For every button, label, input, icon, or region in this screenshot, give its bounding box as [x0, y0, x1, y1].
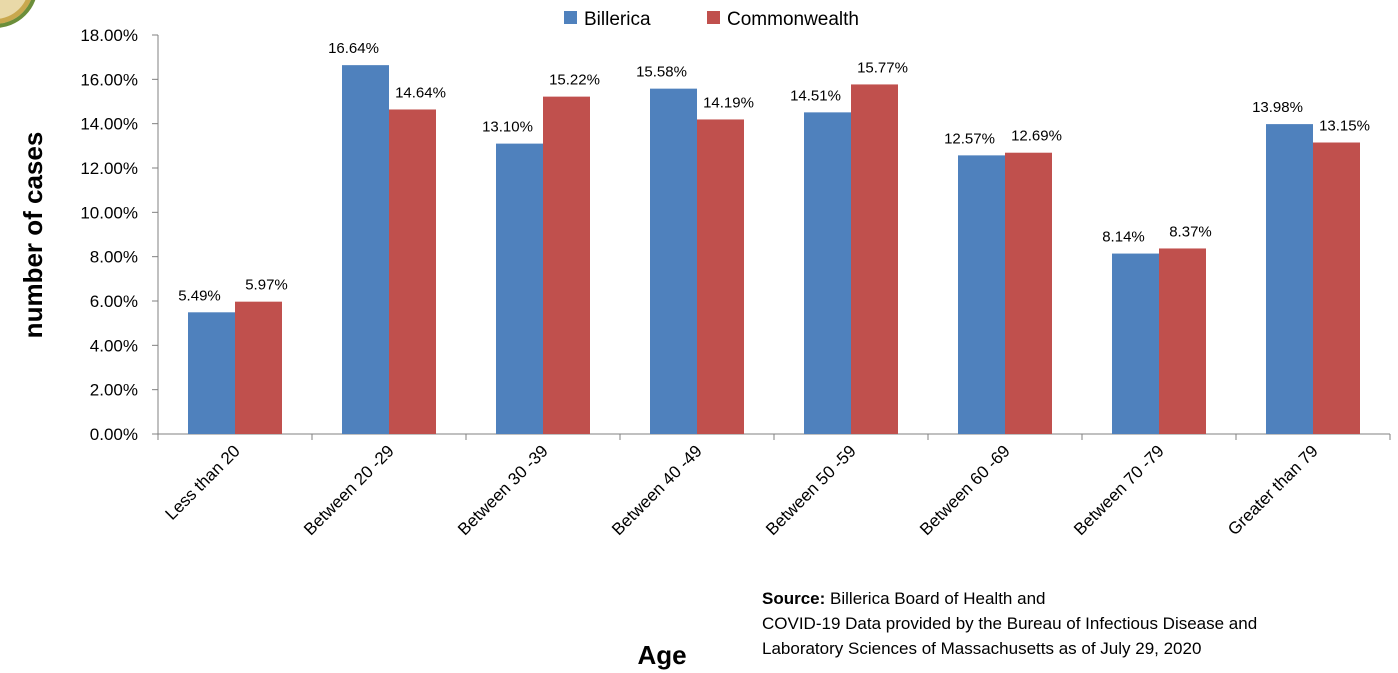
bar-billerica-5: [804, 112, 851, 434]
data-label: 14.51%: [790, 87, 841, 104]
x-tick-label: Between 70 -79: [1070, 441, 1168, 539]
data-label: 13.10%: [482, 119, 533, 136]
data-label: 12.57%: [944, 130, 995, 147]
legend-label-commonwealth: Commonwealth: [727, 9, 859, 30]
data-label: 5.49%: [178, 287, 221, 304]
data-label: 12.69%: [1011, 128, 1062, 145]
data-label: 15.77%: [857, 59, 908, 76]
data-label: 8.14%: [1102, 229, 1145, 246]
y-tick-label: 14.00%: [80, 115, 138, 134]
x-axis-title: Age: [637, 640, 686, 670]
bar-billerica-4: [650, 88, 697, 434]
y-axis-title: number of cases: [18, 132, 48, 339]
bar-billerica-6: [958, 155, 1005, 435]
y-tick-label: 0.00%: [90, 425, 138, 444]
source-note: Source: Billerica Board of Health and CO…: [762, 586, 1398, 661]
y-tick-label: 2.00%: [90, 381, 138, 400]
data-label: 13.98%: [1252, 99, 1303, 116]
x-tick-label: Between 60 -69: [916, 441, 1014, 539]
legend-label-billerica: Billerica: [584, 9, 651, 30]
x-tick-label: Between 20 -29: [300, 441, 398, 539]
data-label: 16.64%: [328, 40, 379, 57]
bar-billerica-2: [342, 65, 389, 434]
data-label: 14.19%: [703, 94, 754, 111]
legend-swatch-billerica: [564, 11, 577, 24]
source-line-1: Source: Billerica Board of Health and: [762, 589, 1046, 608]
bar-billerica-8: [1266, 124, 1313, 435]
source-line-2: COVID-19 Data provided by the Bureau of …: [762, 614, 1258, 633]
y-tick-label: 12.00%: [80, 159, 138, 178]
bar-commonwealth-5: [851, 84, 898, 434]
bar-commonwealth-7: [1159, 248, 1206, 434]
x-tick-label: Between 30 -39: [454, 441, 552, 539]
data-label: 15.58%: [636, 64, 687, 81]
chart-data-labels: 5.49% 5.97% 16.64% 14.64% 13.10% 15.22% 15.58%…: [178, 40, 1370, 304]
bar-commonwealth-8: [1313, 142, 1360, 434]
bar-commonwealth-4: [697, 119, 744, 434]
y-tick-label: 10.00%: [80, 203, 138, 222]
bar-billerica-3: [496, 143, 543, 434]
data-label: 14.64%: [395, 84, 446, 101]
bar-billerica-1: [188, 312, 235, 434]
y-tick-label: 6.00%: [90, 292, 138, 311]
x-tick-label: Between 40 -49: [608, 441, 706, 539]
source-line-3: Laboratory Sciences of Massachusetts as …: [762, 639, 1202, 658]
y-tick-label: 16.00%: [80, 70, 138, 89]
source-label: Source:: [762, 589, 826, 608]
chart-bars: [188, 65, 1360, 435]
x-tick-label: Less than 20: [162, 441, 244, 523]
x-tick-label: Between 50 -59: [762, 441, 860, 539]
y-tick-label: 8.00%: [90, 248, 138, 267]
bar-commonwealth-6: [1005, 152, 1052, 434]
data-label: 15.22%: [549, 72, 600, 89]
bar-commonwealth-2: [389, 109, 436, 434]
bar-billerica-7: [1112, 253, 1159, 434]
data-label: 5.97%: [245, 277, 288, 294]
data-label: 13.15%: [1319, 118, 1370, 135]
y-tick-label: 18.00%: [80, 26, 138, 45]
chart-legend: Billerica Commonwealth: [564, 9, 859, 30]
bar-commonwealth-3: [543, 96, 590, 434]
legend-swatch-commonwealth: [707, 11, 720, 24]
bar-commonwealth-1: [235, 301, 282, 434]
data-label: 8.37%: [1169, 223, 1212, 240]
y-tick-label: 4.00%: [90, 336, 138, 355]
x-tick-label: Greater than 79: [1224, 441, 1322, 539]
